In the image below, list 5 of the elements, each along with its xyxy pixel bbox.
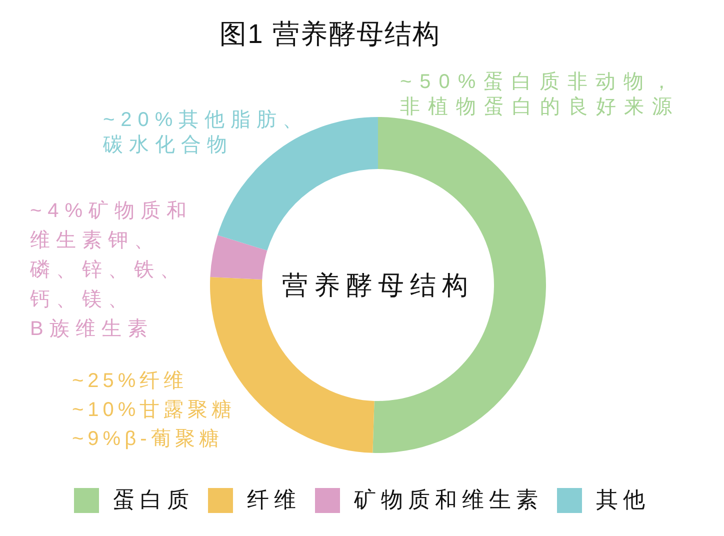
legend-label: 其他 — [596, 487, 650, 515]
title: 图1 营养酵母结构 — [220, 19, 440, 49]
legend-label: 纤维 — [247, 487, 301, 515]
legend-label: 蛋白质 — [113, 487, 194, 515]
legend-label: 矿物质和维生素 — [354, 487, 543, 515]
